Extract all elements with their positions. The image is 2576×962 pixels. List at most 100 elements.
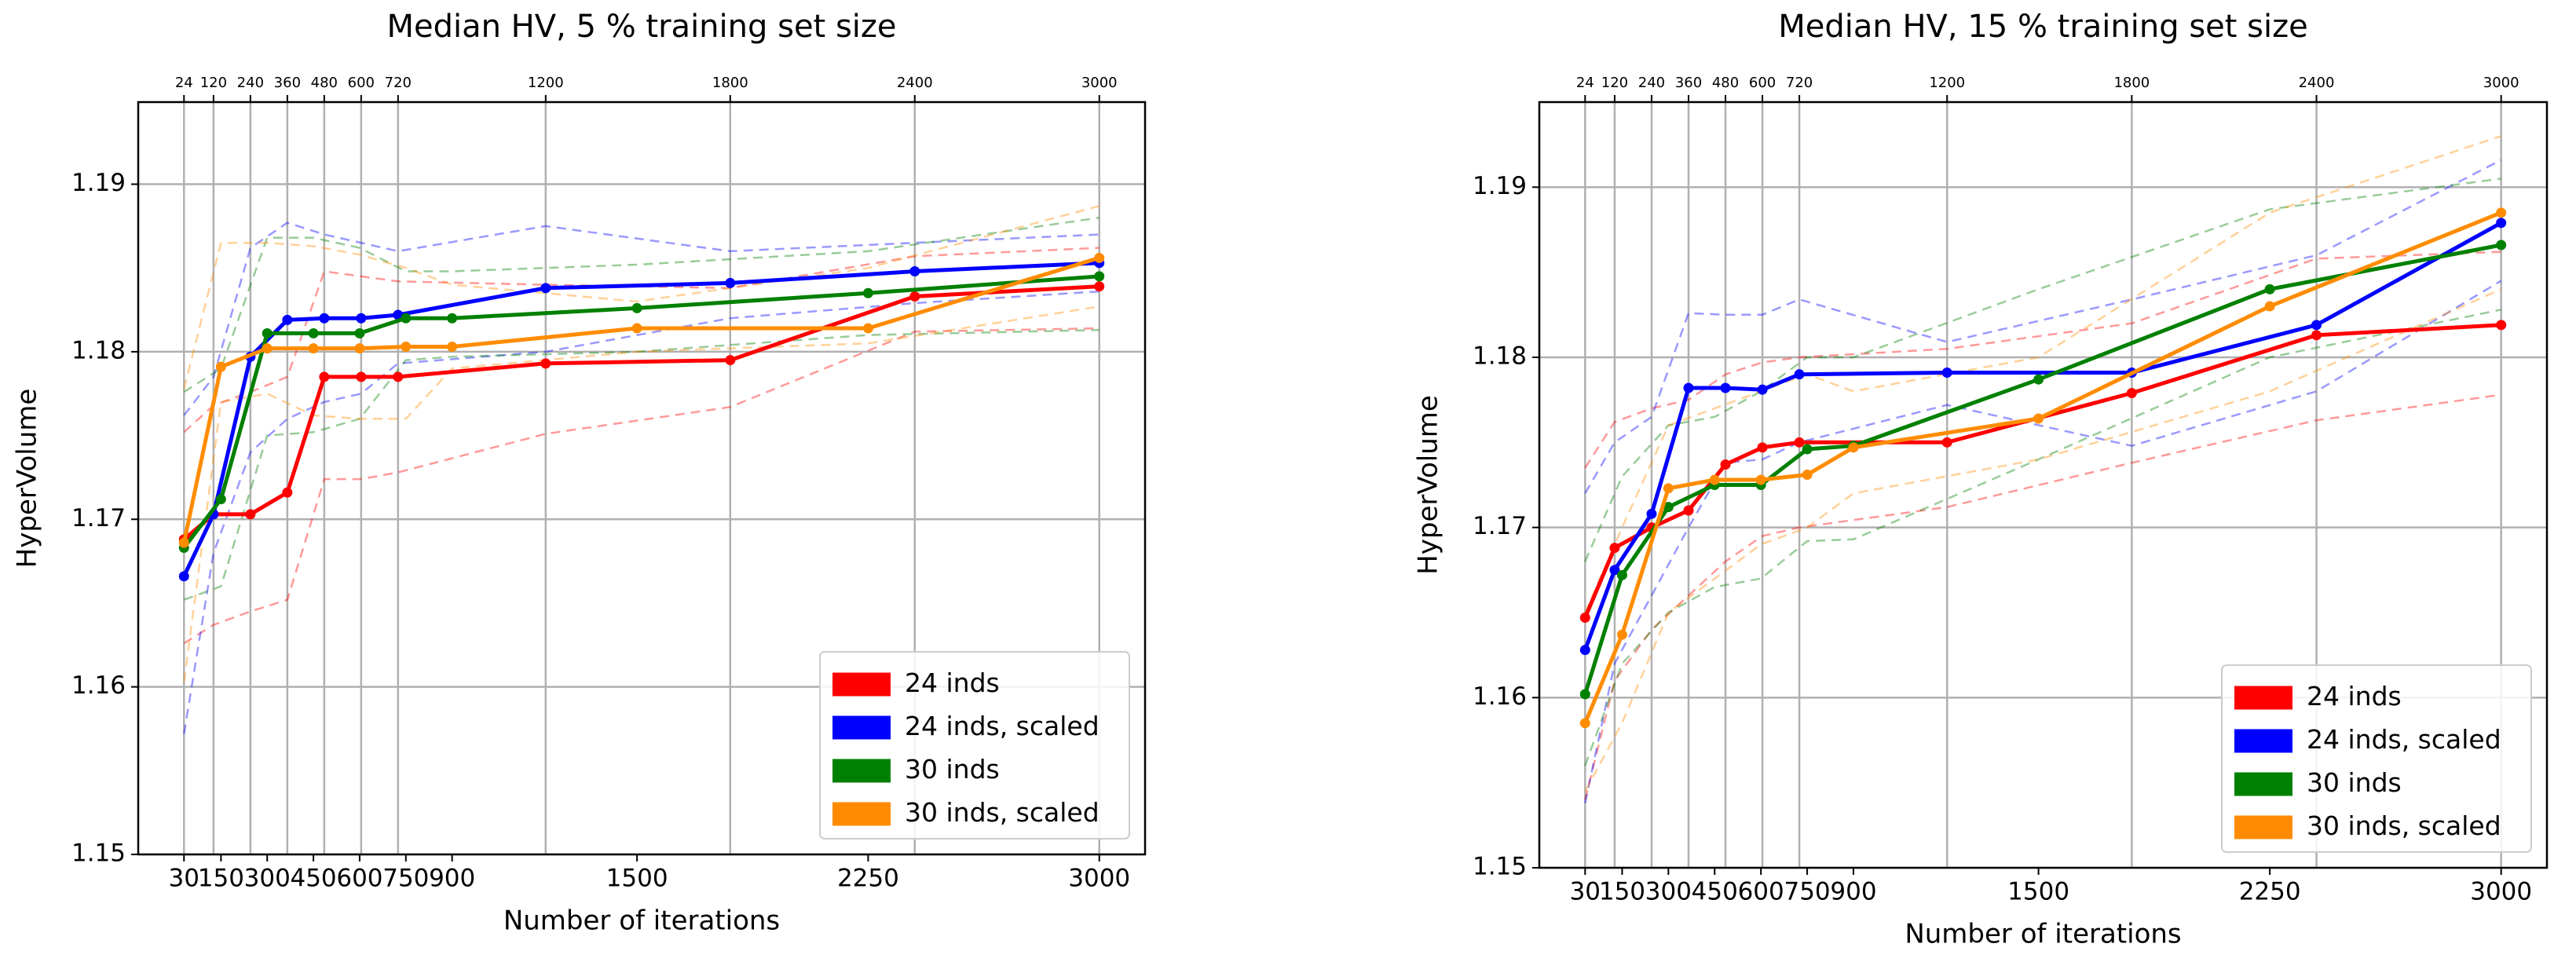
chart-title: Median HV, 15 % training set size (1778, 9, 2308, 45)
plot-frame (1538, 101, 2549, 869)
x2-tick-label: 24 (1576, 75, 1594, 91)
x-tick-label: 900 (1830, 878, 1876, 906)
marker (862, 323, 873, 334)
marker (282, 314, 293, 325)
marker (1646, 508, 1657, 519)
marker (725, 277, 736, 288)
marker (540, 283, 551, 294)
legend-swatch (2234, 772, 2292, 796)
marker (447, 342, 458, 353)
marker (1609, 543, 1620, 554)
band-line (183, 305, 1100, 682)
series-line (1583, 243, 2502, 695)
band-line (1584, 135, 2502, 613)
series-line (181, 256, 1100, 543)
x-tick-label: 2250 (837, 865, 899, 893)
legend-swatch (2234, 815, 2292, 839)
x-tick-label: 450 (290, 865, 336, 893)
marker (631, 323, 642, 334)
x-tick-label: 600 (336, 865, 382, 893)
marker (356, 371, 367, 382)
x-tick-label: 30 (169, 865, 199, 893)
x2-tick-label: 1800 (2113, 75, 2150, 91)
x-tick-label: 3000 (1068, 865, 1130, 893)
legend-box (2221, 664, 2532, 853)
marker (1094, 252, 1105, 263)
legend-swatch (2234, 729, 2292, 753)
marker (215, 494, 226, 505)
marker (1757, 384, 1768, 395)
band-line (183, 327, 1100, 645)
subplot: Median HV, 5 % training set size 1.15 1.16… (12, 9, 1147, 937)
marker (909, 291, 920, 302)
legend-swatch (832, 715, 891, 740)
marker (909, 265, 920, 276)
chart-title: Median HV, 5 % training set size (386, 9, 896, 45)
series-line (182, 274, 1100, 550)
x-tick-label: 30 (1570, 878, 1601, 906)
y-tick-label: 1.18 (71, 336, 126, 364)
x2-tick-label: 720 (385, 75, 412, 91)
y-axis-label: HyperVolume (12, 389, 43, 569)
marker (245, 509, 256, 520)
marker (1663, 483, 1674, 494)
y-tick-label: 1.18 (1473, 342, 1527, 371)
marker (1579, 613, 1590, 623)
x2-tick-label: 720 (1786, 75, 1813, 91)
series-line (182, 284, 1100, 541)
x-tick-label: 600 (1738, 878, 1784, 906)
marker (1709, 474, 1720, 485)
marker (1755, 474, 1766, 485)
band-line (183, 216, 1100, 393)
band-line (1584, 159, 2502, 494)
marker (1794, 369, 1805, 380)
marker (631, 302, 642, 313)
x2-tick-label: 120 (200, 75, 227, 91)
x2-tick-label: 600 (348, 75, 375, 91)
x-tick-label: 2250 (2239, 878, 2301, 906)
legend-label: 24 inds (905, 668, 1000, 698)
band-line (183, 205, 1100, 390)
subplot: Median HV, 15 % training set size 1.15 1.1… (1413, 9, 2549, 950)
marker (319, 371, 330, 382)
marker (354, 327, 365, 338)
y-tick-label: 1.17 (71, 504, 126, 532)
marker (1094, 281, 1105, 292)
legend: 24 inds 24 inds, scaled 30 inds 30 inds, sc… (2221, 664, 2532, 853)
y-tick-label: 1.19 (71, 169, 126, 197)
marker (1683, 382, 1694, 393)
x-axis-label: Number of iterations (1905, 919, 2181, 950)
x2-tick-label: 2400 (897, 75, 933, 91)
marker (1616, 569, 1627, 580)
marker (725, 355, 736, 366)
x-axis-label: Number of iterations (503, 905, 780, 937)
marker (356, 313, 367, 324)
plot-frame (137, 101, 1147, 856)
legend-label: 30 inds, scaled (905, 797, 1100, 828)
band-line (1584, 309, 2501, 766)
legend-label: 24 inds, scaled (905, 711, 1100, 741)
x-tick-label: 150 (1599, 878, 1645, 906)
x2-tick-label: 24 (175, 75, 193, 91)
marker (178, 571, 189, 582)
band-line (183, 221, 1100, 416)
marker (1757, 442, 1768, 453)
marker (2126, 388, 2137, 398)
marker (1941, 368, 1952, 378)
x-tick-label: 750 (382, 865, 429, 893)
marker (1802, 444, 1813, 455)
band-line (1584, 393, 2501, 800)
marker (1720, 382, 1731, 393)
marker (2496, 320, 2507, 331)
x2-tick-label: 3000 (2483, 75, 2519, 91)
marker (401, 342, 412, 353)
y-tick-label: 1.16 (1473, 682, 1527, 711)
marker (401, 313, 412, 324)
y-tick-label: 1.19 (1473, 172, 1527, 200)
x2-tick-label: 1200 (1929, 75, 1965, 91)
legend-box (819, 651, 1130, 839)
legend-label: 30 inds (905, 754, 1000, 785)
band-line (183, 290, 1100, 734)
